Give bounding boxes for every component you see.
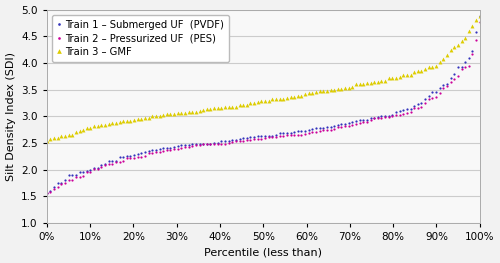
Train 2 – Pressurized UF  (PES)	[462, 65, 468, 68]
Train 2 – Pressurized UF  (PES)	[44, 191, 50, 194]
Train 1 – Submerged UF  (PVDF)	[44, 191, 50, 194]
Train 3 – GMF	[462, 36, 468, 39]
Train 2 – Pressurized UF  (PES)	[134, 156, 140, 159]
Train 2 – Pressurized UF  (PES)	[342, 125, 348, 128]
Train 3 – GMF	[284, 97, 290, 100]
Line: Train 3 – GMF: Train 3 – GMF	[45, 14, 482, 143]
Train 1 – Submerged UF  (PVDF)	[160, 146, 166, 150]
Legend: Train 1 – Submerged UF  (PVDF), Train 2 – Pressurized UF  (PES), Train 3 – GMF: Train 1 – Submerged UF (PVDF), Train 2 –…	[52, 14, 229, 62]
X-axis label: Percentile (less than): Percentile (less than)	[204, 247, 322, 257]
Train 1 – Submerged UF  (PVDF)	[386, 114, 392, 118]
Train 1 – Submerged UF  (PVDF)	[462, 60, 468, 63]
Train 3 – GMF	[160, 113, 166, 116]
Train 1 – Submerged UF  (PVDF)	[284, 131, 290, 134]
Line: Train 2 – Pressurized UF  (PES): Train 2 – Pressurized UF (PES)	[44, 19, 482, 195]
Train 2 – Pressurized UF  (PES)	[284, 134, 290, 137]
Train 3 – GMF	[386, 77, 392, 80]
Train 3 – GMF	[476, 14, 482, 18]
Train 2 – Pressurized UF  (PES)	[160, 149, 166, 153]
Y-axis label: Silt Density Index (SDI): Silt Density Index (SDI)	[6, 52, 16, 181]
Train 2 – Pressurized UF  (PES)	[386, 115, 392, 118]
Train 1 – Submerged UF  (PVDF)	[476, 15, 482, 18]
Train 3 – GMF	[342, 86, 348, 89]
Train 1 – Submerged UF  (PVDF)	[342, 122, 348, 125]
Train 3 – GMF	[44, 140, 50, 143]
Train 2 – Pressurized UF  (PES)	[476, 20, 482, 23]
Line: Train 1 – Submerged UF  (PVDF): Train 1 – Submerged UF (PVDF)	[44, 14, 482, 195]
Train 1 – Submerged UF  (PVDF)	[134, 153, 140, 156]
Train 3 – GMF	[134, 118, 140, 121]
